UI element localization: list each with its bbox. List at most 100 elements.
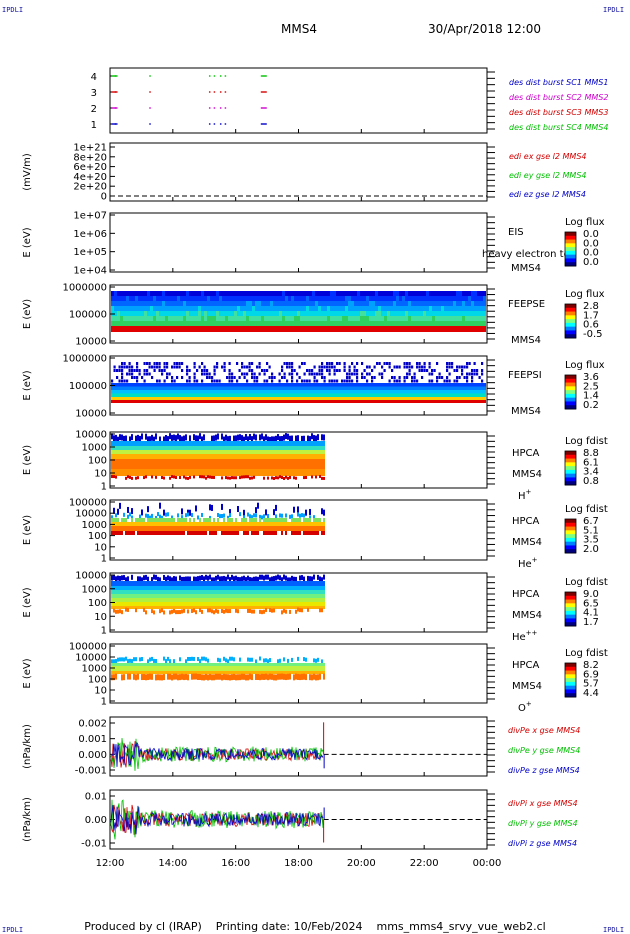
spectro-cell: [317, 674, 319, 681]
spectro-cell: [199, 518, 201, 522]
spectro-cell: [247, 454, 249, 459]
spectro-cell: [275, 663, 277, 666]
spectro-cell: [323, 590, 325, 594]
spectro-cell: [306, 291, 309, 297]
spectro-cell: [233, 657, 235, 662]
spectro-cell: [360, 311, 363, 317]
spectro-cell: [300, 306, 303, 312]
colorbar-segment: [565, 685, 576, 690]
spectro-cell: [456, 390, 459, 394]
spectro-cell: [195, 306, 198, 312]
spectro-cell: [336, 311, 339, 317]
spectro-cell: [241, 362, 244, 365]
spectro-cell: [431, 372, 434, 376]
spectro-cell: [151, 606, 153, 609]
spectro-cell: [121, 526, 123, 531]
spectro-cell: [291, 459, 293, 469]
spectro-cell: [219, 469, 221, 476]
spectro-cell: [293, 450, 295, 454]
spectro-cell: [353, 390, 356, 394]
spectro-cell: [193, 590, 195, 594]
spectro-cell: [251, 446, 253, 450]
spectro-cell: [247, 581, 249, 586]
spectro-cell: [201, 301, 204, 307]
spectro-cell: [295, 531, 297, 535]
spectro-cell: [331, 390, 334, 394]
colorbar-segment: [565, 262, 576, 267]
spectro-cell: [117, 590, 119, 594]
spectro-cell: [245, 518, 247, 522]
spectro-cell: [219, 291, 222, 297]
spectro-cell: [255, 291, 258, 297]
spectro-cell: [269, 581, 271, 586]
colorbar-title: Log fdist: [565, 436, 608, 447]
spectro-cell: [315, 671, 317, 674]
spectro-cell: [195, 446, 197, 450]
spectro-cell: [176, 376, 179, 379]
spectro-cell: [301, 435, 303, 442]
spectro-cell: [303, 666, 305, 671]
spectro-cell: [225, 594, 227, 598]
spectro-cell: [327, 321, 330, 327]
spectro-cell: [288, 383, 291, 387]
spectro-cell: [279, 316, 282, 322]
spectro-cell: [183, 386, 186, 391]
colorbar-segment: [565, 375, 576, 380]
spectro-cell: [438, 386, 441, 391]
spectro-cell: [478, 386, 481, 391]
spectro-cell: [356, 372, 359, 376]
spectro-cell: [131, 386, 134, 391]
spectro-cell: [231, 386, 234, 391]
spectro-cell: [297, 666, 299, 671]
spectro-cell: [211, 577, 213, 583]
spectro-cell: [399, 311, 402, 317]
spectro-cell: [147, 316, 150, 322]
y-axis-label: E (eV): [22, 587, 33, 617]
spectro-cell: [159, 436, 161, 443]
spectro-cell: [259, 441, 261, 446]
spectro-cell: [121, 383, 124, 387]
spectro-cell: [273, 666, 275, 671]
spectro-cell: [197, 673, 199, 680]
spectro-cell: [239, 512, 241, 517]
colorbar-tick-label: 6.1: [583, 457, 599, 468]
spectro-cell: [291, 531, 293, 535]
spectro-cell: [243, 475, 245, 479]
spectro-cell: [313, 383, 316, 387]
spectro-cell: [125, 450, 127, 454]
spectro-cell: [301, 586, 303, 590]
spectro-cell: [235, 450, 237, 454]
spectro-cell: [241, 526, 243, 531]
spectro-cell: [247, 657, 249, 662]
spectro-cell: [171, 316, 174, 322]
spectro-cell: [405, 301, 408, 307]
spectro-cell: [321, 459, 323, 469]
spectro-cell: [155, 441, 157, 446]
spectro-cell: [396, 316, 399, 322]
spectro-cell: [115, 594, 117, 598]
spectro-cell: [123, 365, 126, 369]
spectro-cell: [255, 581, 257, 586]
spectro-cell: [305, 602, 307, 606]
spectro-cell: [145, 450, 147, 454]
spectro-cell: [119, 586, 121, 590]
spectro-cell: [267, 674, 269, 681]
spectro-cell: [423, 306, 426, 312]
spectro-cell: [185, 673, 187, 680]
spectro-cell: [366, 393, 369, 398]
spectro-cell: [313, 376, 316, 379]
spectro-cell: [181, 531, 183, 535]
spectro-cell: [279, 296, 282, 302]
y-axis-label: E (eV): [22, 658, 33, 688]
spectro-cell: [277, 441, 279, 446]
spectro-cell: [165, 512, 167, 517]
spectro-cell: [323, 446, 325, 450]
spectro-cell: [241, 475, 243, 479]
spectro-cell: [327, 296, 330, 302]
spectro-cell: [323, 434, 325, 441]
spectro-cell: [151, 581, 153, 586]
spectro-cell: [323, 459, 325, 469]
spectro-cell: [157, 663, 159, 666]
spectro-cell: [258, 393, 261, 398]
spectro-cell: [303, 673, 305, 680]
